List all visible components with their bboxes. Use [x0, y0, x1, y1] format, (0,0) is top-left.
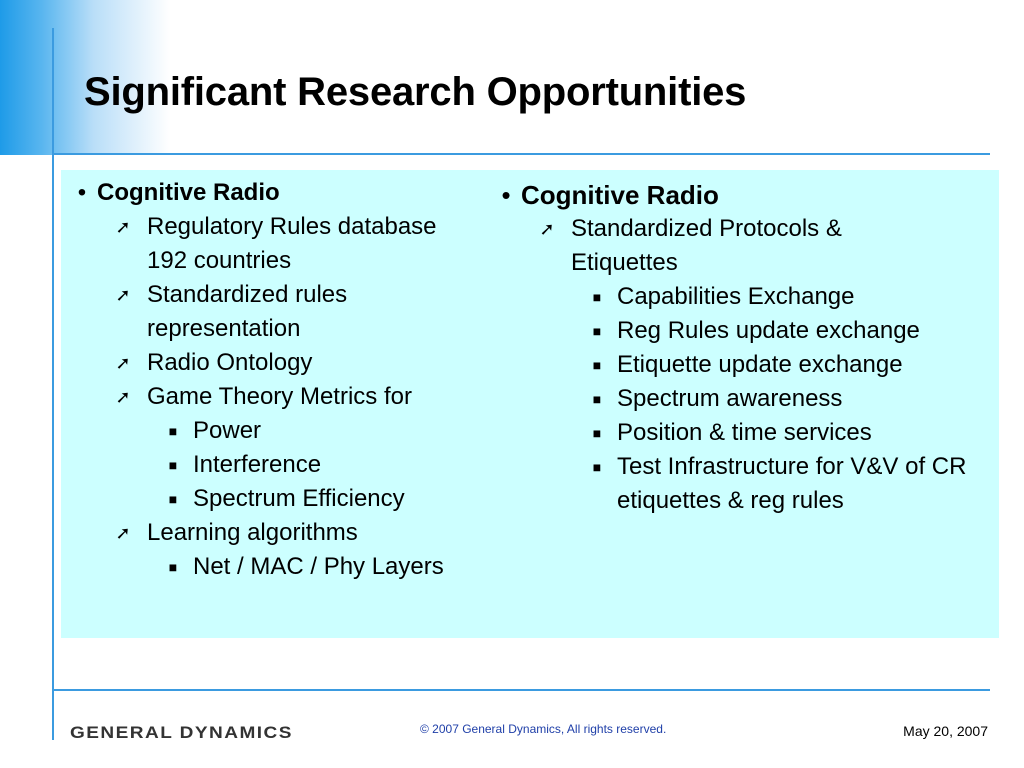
- square-bullet-icon: ■: [592, 289, 602, 305]
- list-item: ➚ Regulatory Rules database 192 countrie…: [69, 210, 487, 278]
- right-column: • Cognitive Radio ➚ Standardized Protoco…: [493, 178, 993, 518]
- left-heading: Cognitive Radio: [97, 179, 280, 206]
- arrow-bullet-icon: ➚: [539, 219, 555, 239]
- list-item: ➚ Learning algorithms: [69, 516, 487, 550]
- arrow-bullet-icon: ➚: [115, 387, 131, 407]
- list-item-text: Etiquette update exchange: [617, 351, 903, 378]
- company-logo: GENERAL DYNAMICS: [70, 723, 293, 742]
- list-item: ■ Net / MAC / Phy Layers: [69, 550, 487, 584]
- left-column: • Cognitive Radio ➚ Regulatory Rules dat…: [69, 176, 487, 584]
- copyright-notice: © 2007 General Dynamics, All rights rese…: [420, 722, 667, 736]
- list-item: ■ Power: [69, 414, 487, 448]
- arrow-bullet-icon: ➚: [115, 285, 131, 305]
- slide-title: Significant Research Opportunities: [84, 70, 747, 114]
- square-bullet-icon: ■: [168, 457, 178, 473]
- list-item-text: Learning algorithms: [147, 519, 358, 546]
- footer-divider: [52, 689, 990, 691]
- list-item-text: Standardized Protocols & Etiquettes: [571, 215, 842, 276]
- list-item: ■ Etiquette update exchange: [493, 348, 993, 382]
- title-divider: [52, 153, 990, 155]
- left-heading-item: • Cognitive Radio: [69, 176, 487, 210]
- square-bullet-icon: ■: [592, 323, 602, 339]
- arrow-bullet-icon: ➚: [115, 353, 131, 373]
- list-item-text: Power: [193, 417, 262, 444]
- corner-gradient: [0, 0, 170, 155]
- arrow-bullet-icon: ➚: [115, 217, 131, 237]
- content-box: • Cognitive Radio ➚ Regulatory Rules dat…: [61, 170, 999, 638]
- right-heading: Cognitive Radio: [521, 180, 719, 210]
- square-bullet-icon: ■: [592, 391, 602, 407]
- square-bullet-icon: ■: [592, 425, 602, 441]
- arrow-bullet-icon: ➚: [115, 523, 131, 543]
- list-item: ➚ Game Theory Metrics for: [69, 380, 487, 414]
- list-item: ■ Test Infrastructure for V&V of CR etiq…: [493, 450, 993, 518]
- list-item-text: Spectrum Efficiency: [193, 485, 405, 512]
- list-item-text: Standardized rules representation: [147, 281, 348, 342]
- list-item: ➚ Standardized Protocols & Etiquettes: [493, 212, 993, 280]
- list-item: ■ Position & time services: [493, 416, 993, 450]
- square-bullet-icon: ■: [168, 423, 178, 439]
- square-bullet-icon: ■: [592, 357, 602, 373]
- right-heading-item: • Cognitive Radio: [493, 178, 993, 212]
- list-item-text: Interference: [193, 451, 322, 478]
- bullet-icon: •: [501, 180, 511, 210]
- list-item: ■ Spectrum Efficiency: [69, 482, 487, 516]
- square-bullet-icon: ■: [168, 491, 178, 507]
- list-item-text: Spectrum awareness: [617, 385, 843, 412]
- list-item: ■ Interference: [69, 448, 487, 482]
- list-item: ➚ Standardized rules representation: [69, 278, 487, 346]
- list-item: ➚ Radio Ontology: [69, 346, 487, 380]
- list-item-text: Test Infrastructure for V&V of CR etique…: [617, 453, 967, 514]
- list-item-text: Radio Ontology: [147, 349, 313, 376]
- list-item: ■ Reg Rules update exchange: [493, 314, 993, 348]
- left-accent-line: [52, 28, 54, 740]
- square-bullet-icon: ■: [592, 459, 602, 475]
- list-item: ■ Spectrum awareness: [493, 382, 993, 416]
- list-item-text: Game Theory Metrics for: [147, 383, 412, 410]
- slide-date: May 20, 2007: [903, 723, 988, 739]
- square-bullet-icon: ■: [168, 559, 178, 575]
- list-item: ■ Capabilities Exchange: [493, 280, 993, 314]
- bullet-icon: •: [77, 179, 87, 206]
- list-item-text: Net / MAC / Phy Layers: [193, 553, 444, 580]
- list-item-text: Position & time services: [617, 419, 872, 446]
- list-item-text: Regulatory Rules database 192 countries: [147, 213, 437, 274]
- list-item-text: Reg Rules update exchange: [617, 317, 920, 344]
- list-item-text: Capabilities Exchange: [617, 283, 855, 310]
